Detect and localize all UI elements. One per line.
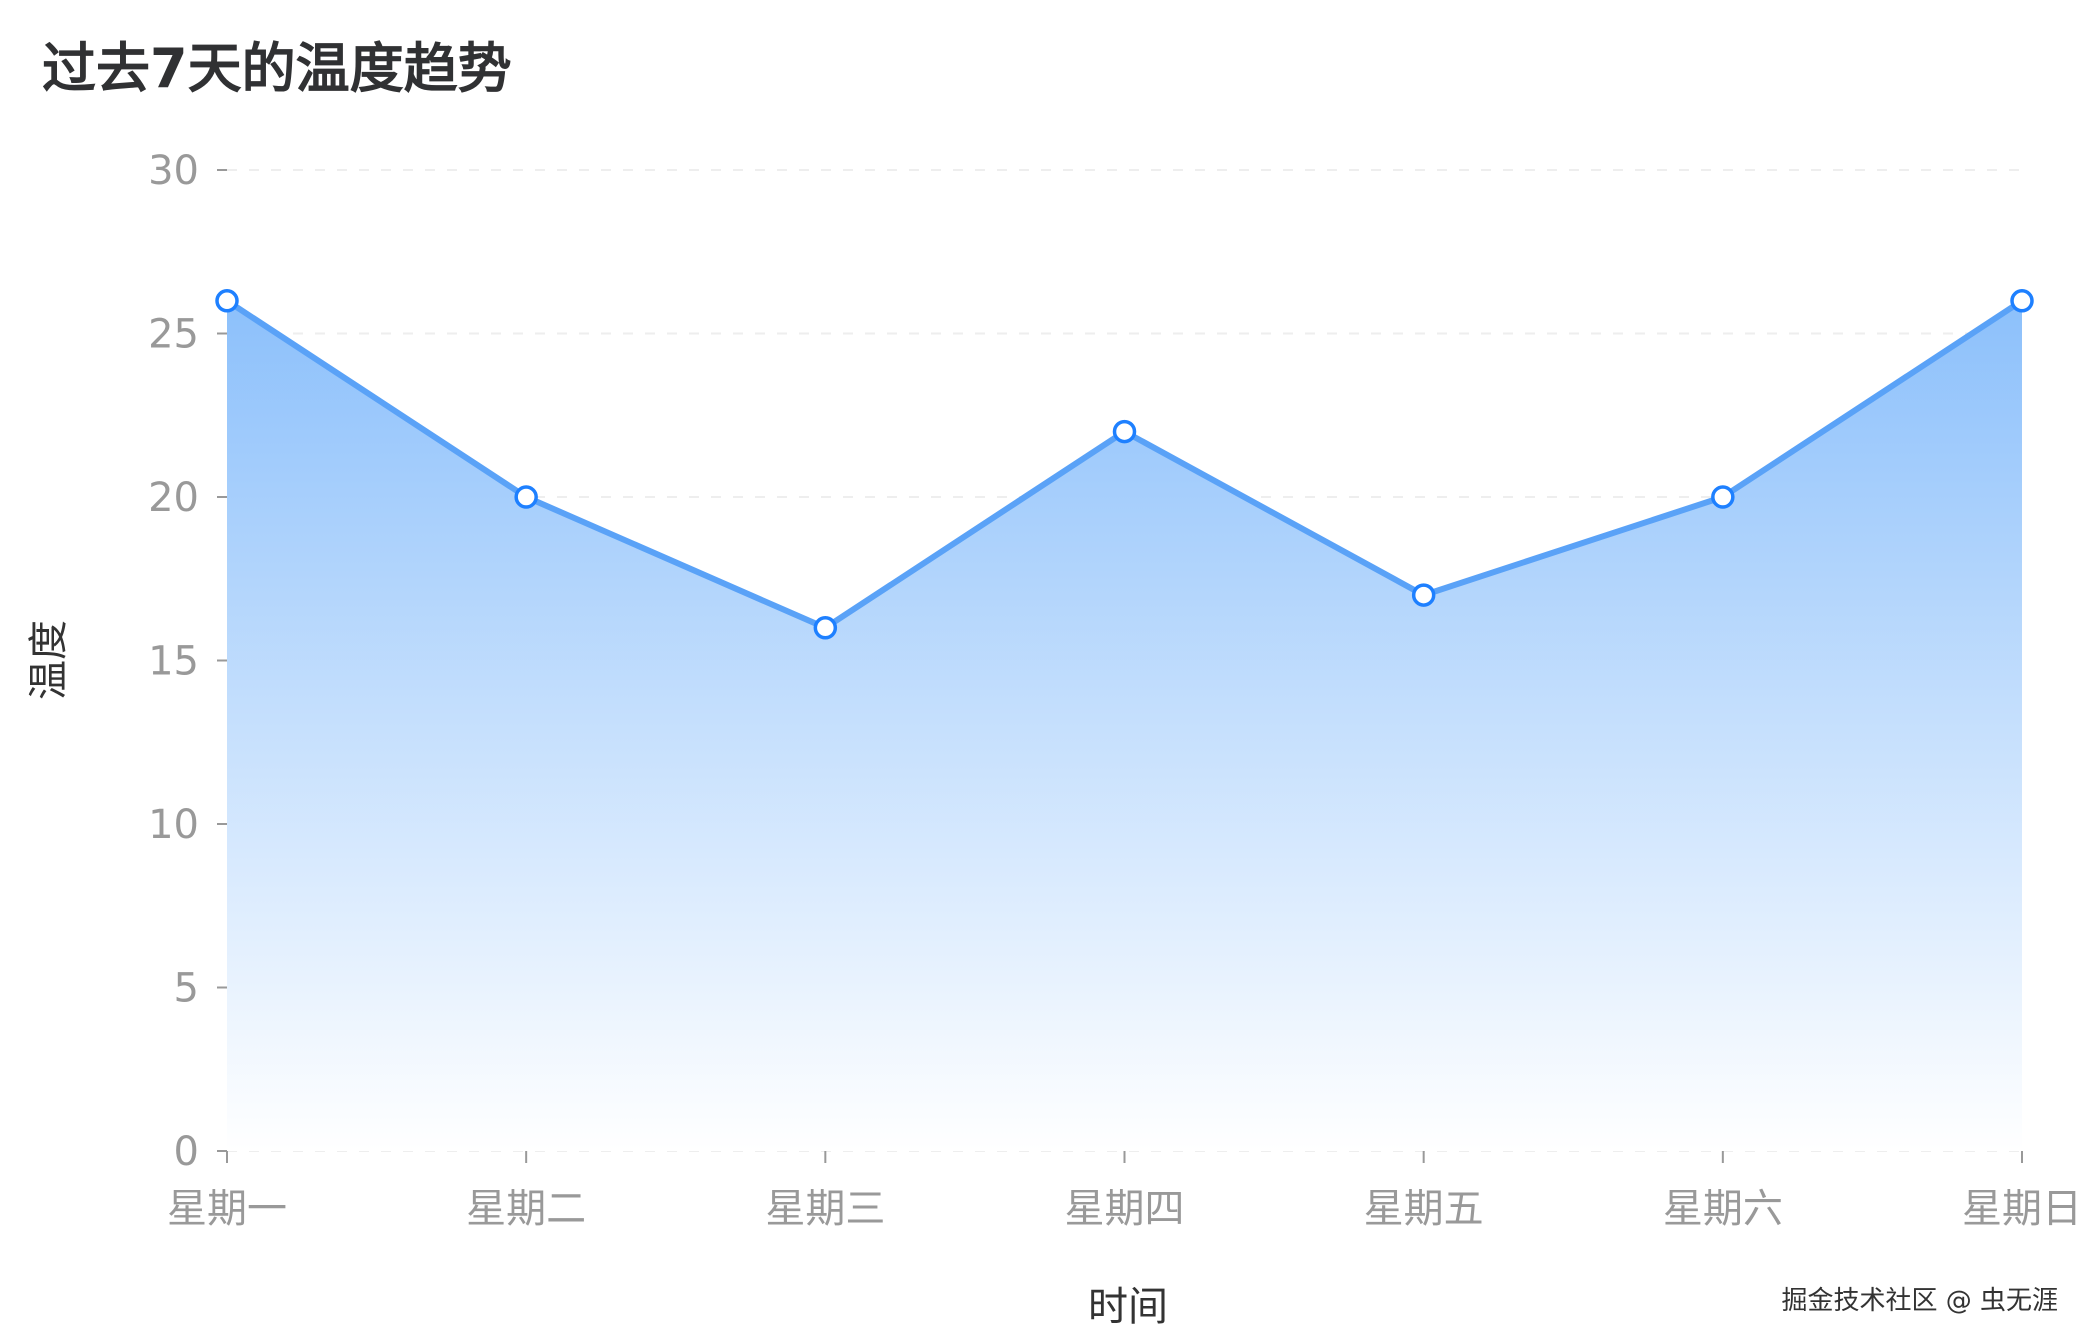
x-tick-label: 星期六 xyxy=(1663,1186,1783,1232)
y-tick-label: 10 xyxy=(148,802,199,848)
x-tick-label: 星期二 xyxy=(466,1186,586,1232)
x-tick-label: 星期三 xyxy=(765,1186,885,1232)
x-tick-label: 星期一 xyxy=(167,1186,287,1232)
data-point xyxy=(2010,289,2034,313)
data-point xyxy=(813,616,838,640)
data-point xyxy=(514,485,538,509)
y-tick-label: 20 xyxy=(148,475,199,521)
data-point xyxy=(1411,583,1436,607)
chart-title: 过去7天的温度趋势 xyxy=(42,37,512,100)
y-tick-label: 25 xyxy=(148,312,199,358)
x-tick-label: 星期五 xyxy=(1364,1186,1484,1232)
y-tick-label: 5 xyxy=(174,966,199,1012)
watermark: 掘金技术社区 @ 虫无涯 xyxy=(1781,1286,2058,1316)
data-point xyxy=(215,289,239,313)
y-axis-title: 温度 xyxy=(26,620,72,700)
x-tick-label: 星期日 xyxy=(1962,1186,2082,1232)
data-point xyxy=(1711,485,1735,509)
y-tick-label: 15 xyxy=(148,639,199,685)
data-point xyxy=(1112,419,1137,444)
x-tick-label: 星期四 xyxy=(1065,1186,1185,1232)
y-tick-label: 0 xyxy=(174,1129,199,1175)
x-axis-title: 时间 xyxy=(1088,1284,1168,1330)
area-fill xyxy=(227,300,2022,1151)
y-tick-label: 30 xyxy=(148,148,199,194)
